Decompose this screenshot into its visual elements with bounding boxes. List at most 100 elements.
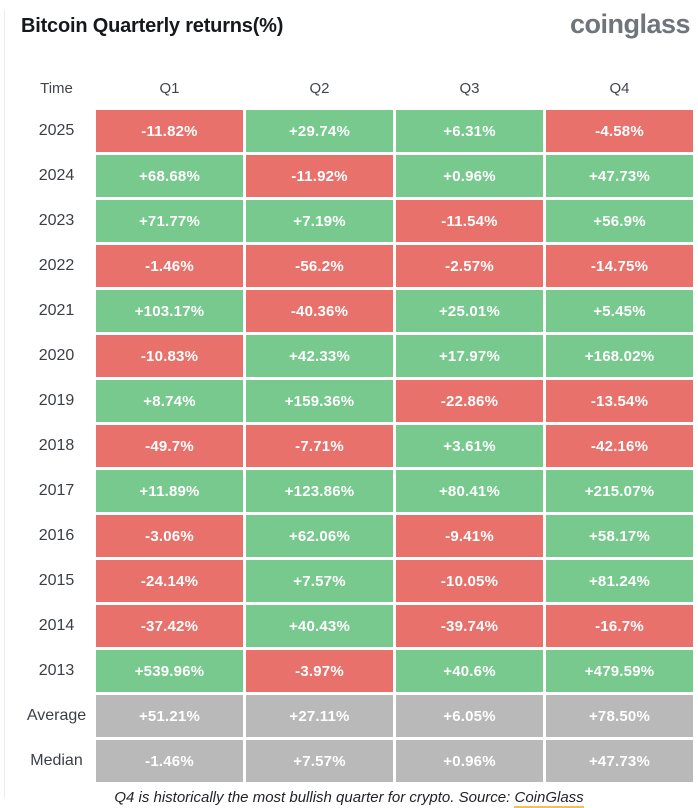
return-cell: -11.54% [396,200,543,242]
return-cell: +47.73% [546,740,693,782]
footer-note: Q4 is historically the most bullish quar… [0,789,698,808]
return-cell: +7.57% [246,560,393,602]
row-label: 2013 [38,662,75,679]
return-cell: -3.97% [246,650,393,692]
row-label: 2024 [38,167,75,184]
return-cell: +168.02% [546,335,693,377]
return-cell: +81.24% [546,560,693,602]
return-cell: -40.36% [246,290,393,332]
return-cell: +42.33% [246,335,393,377]
coinglass-logo: coinglass [569,9,691,39]
table-row: 2024 +68.68% -11.92% +0.96% +47.73% [0,155,698,197]
table-row: 2017 +11.89% +123.86% +80.41% +215.07% [0,470,698,512]
return-cell: +3.61% [396,425,543,467]
return-cell: +215.07% [546,470,693,512]
return-cell: -2.57% [396,245,543,287]
return-cell: -24.14% [96,560,243,602]
return-cell: -14.75% [546,245,693,287]
table-row: 2015 -24.14% +7.57% -10.05% +81.24% [0,560,698,602]
return-cell: -39.74% [396,605,543,647]
table-row: 2018 -49.7% -7.71% +3.61% -42.16% [0,425,698,467]
table-row: 2020 -10.83% +42.33% +17.97% +168.02% [0,335,698,377]
table-row: 2014 -37.42% +40.43% -39.74% -16.7% [0,605,698,647]
table-rows: 2025 -11.82% +29.74% +6.31% -4.58% 2024 +68.68… [0,110,698,782]
return-cell: +539.96% [96,650,243,692]
table-row: 2019 +8.74% +159.36% -22.86% -13.54% [0,380,698,422]
return-cell: -37.42% [96,605,243,647]
return-cell: -56.2% [246,245,393,287]
table-row: 2025 -11.82% +29.74% +6.31% -4.58% [0,110,698,152]
return-cell: +159.36% [246,380,393,422]
table-row: 2023 +71.77% +7.19% -11.54% +56.9% [0,200,698,242]
return-cell: +0.96% [396,155,543,197]
footer-text: Q4 is historically the most bullish quar… [114,789,515,806]
card-left-border [4,10,5,798]
return-cell: +58.17% [546,515,693,557]
row-label: 2023 [38,212,75,229]
row-label: 2014 [38,617,75,634]
return-cell: -7.71% [246,425,393,467]
table-row: 2022 -1.46% -56.2% -2.57% -14.75% [0,245,698,287]
return-cell: +80.41% [396,470,543,512]
return-cell: +71.77% [96,200,243,242]
return-cell: +27.11% [246,695,393,737]
row-label: 2015 [38,572,75,589]
return-cell: +29.74% [246,110,393,152]
column-header-q2: Q2 [309,79,330,97]
table-row: 2013 +539.96% -3.97% +40.6% +479.59% [0,650,698,692]
return-cell: +7.57% [246,740,393,782]
column-header-q1: Q1 [159,79,180,97]
column-header-time: Time [40,79,73,97]
return-cell: -42.16% [546,425,693,467]
return-cell: +62.06% [246,515,393,557]
table-row: Median -1.46% +7.57% +0.96% +47.73% [0,740,698,782]
return-cell: +6.31% [396,110,543,152]
return-cell: +25.01% [396,290,543,332]
return-cell: -11.82% [96,110,243,152]
return-cell: +56.9% [546,200,693,242]
return-cell: +5.45% [546,290,693,332]
row-label: 2018 [38,437,75,454]
return-cell: -9.41% [396,515,543,557]
column-header-q4: Q4 [609,79,630,97]
table-row: 2021 +103.17% -40.36% +25.01% +5.45% [0,290,698,332]
row-label: 2021 [38,302,75,319]
return-cell: -1.46% [96,740,243,782]
return-cell: -10.83% [96,335,243,377]
page-title: Bitcoin Quarterly returns(%) [21,15,284,37]
row-label: 2016 [38,527,75,544]
return-cell: -1.46% [96,245,243,287]
return-cell: -3.06% [96,515,243,557]
return-cell: +40.43% [246,605,393,647]
source-link[interactable]: CoinGlass [514,789,584,808]
table-column-headers: Time Q1 Q2 Q3 Q4 [0,78,698,98]
return-cell: -11.92% [246,155,393,197]
card-header: Bitcoin Quarterly returns(%) coinglass [0,9,698,47]
row-label: 2022 [38,257,75,274]
return-cell: +6.05% [396,695,543,737]
return-cell: +11.89% [96,470,243,512]
return-cell: -13.54% [546,380,693,422]
return-cell: +479.59% [546,650,693,692]
table-row: 2016 -3.06% +62.06% -9.41% +58.17% [0,515,698,557]
return-cell: +123.86% [246,470,393,512]
return-cell: +78.50% [546,695,693,737]
return-cell: -4.58% [546,110,693,152]
return-cell: +51.21% [96,695,243,737]
row-label: Average [26,707,87,724]
return-cell: +103.17% [96,290,243,332]
row-label: 2025 [38,122,75,139]
return-cell: -16.7% [546,605,693,647]
column-header-q3: Q3 [459,79,480,97]
return-cell: +47.73% [546,155,693,197]
return-cell: +68.68% [96,155,243,197]
row-label: Median [30,752,83,769]
return-cell: -10.05% [396,560,543,602]
row-label: 2017 [38,482,75,499]
return-cell: -22.86% [396,380,543,422]
return-cell: +17.97% [396,335,543,377]
return-cell: +0.96% [396,740,543,782]
return-cell: +40.6% [396,650,543,692]
row-label: 2019 [38,392,75,409]
